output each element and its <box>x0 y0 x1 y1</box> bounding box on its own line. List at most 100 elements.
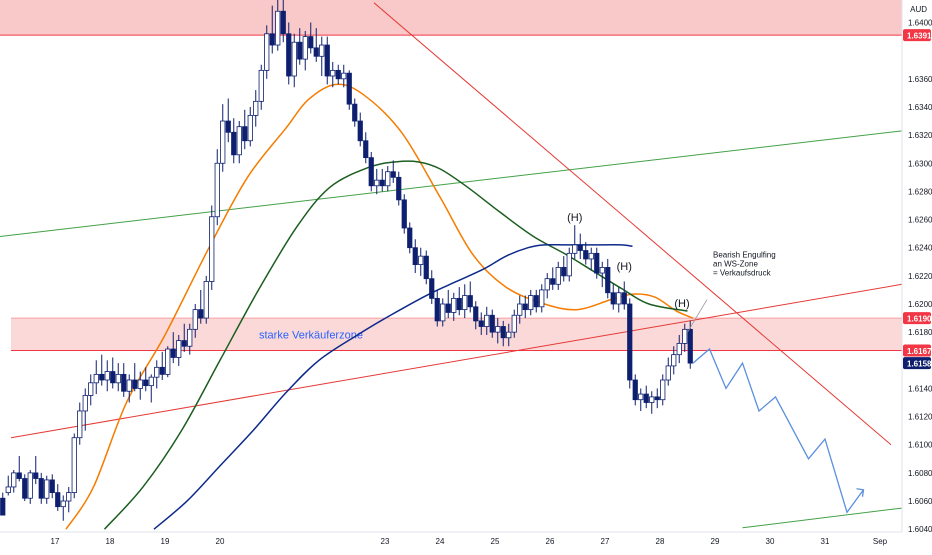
candle-body <box>539 289 545 308</box>
trendline-green-upper <box>0 130 903 237</box>
candle-body <box>500 326 506 339</box>
candle-body <box>308 36 314 49</box>
candle-body <box>533 295 539 308</box>
candle-body <box>599 267 605 274</box>
candle-body <box>489 314 495 333</box>
candle-body <box>610 292 616 305</box>
candle-body <box>566 252 572 277</box>
candle-body <box>66 492 72 502</box>
candle-body <box>324 44 330 77</box>
candle-body <box>660 379 666 401</box>
price-badge-label: 1.6391 <box>907 32 932 41</box>
candle-body <box>16 472 22 479</box>
time-tick-label: 18 <box>106 537 115 546</box>
candle-body <box>572 244 578 254</box>
candle-body <box>627 303 633 381</box>
candle-body <box>313 47 319 57</box>
forecast-layer <box>692 347 865 514</box>
candle-body <box>0 497 6 516</box>
candle-body <box>473 306 479 322</box>
candle-body <box>187 328 193 347</box>
candle-body <box>264 33 270 71</box>
currency-label: AUD <box>910 5 927 14</box>
time-tick-label: 26 <box>546 537 555 546</box>
candle-body <box>352 103 358 122</box>
candle-body <box>82 395 88 412</box>
zone-label: starke Verkäuferzone <box>259 329 363 341</box>
candle-body <box>363 140 369 159</box>
candle-body <box>319 44 325 57</box>
price-badge <box>903 344 931 357</box>
candle-body <box>104 371 110 381</box>
candle-body <box>236 126 242 156</box>
time-tick-label: 19 <box>161 537 170 546</box>
candle-body <box>440 303 446 322</box>
candle-body <box>643 393 649 403</box>
price-axis-background <box>902 0 932 550</box>
candle-body <box>71 437 77 493</box>
candle-body <box>77 410 83 439</box>
candle-body <box>242 126 248 142</box>
candle-body <box>247 115 253 142</box>
trendline-red-rising <box>10 283 903 439</box>
time-tick-label: 17 <box>51 537 60 546</box>
candle-body <box>550 278 556 285</box>
candle-body <box>258 69 264 102</box>
time-tick-label: 27 <box>601 537 610 546</box>
candle-body <box>335 69 341 80</box>
price-tick-label: 1.6200 <box>908 300 932 309</box>
price-tick-label: 1.6240 <box>908 244 932 253</box>
price-badge-label: 1.6158 <box>907 360 932 369</box>
price-badge <box>903 357 931 370</box>
price-tick-label: 1.6180 <box>908 328 932 337</box>
candle-body <box>220 120 226 164</box>
price-tick-label: 1.6040 <box>908 525 932 534</box>
candle-body <box>11 472 17 488</box>
candle-body <box>110 371 116 384</box>
price-badge-label: 1.6190 <box>907 315 932 324</box>
candle-body <box>588 252 594 260</box>
candle-body <box>357 120 363 142</box>
time-tick-label: Sep <box>873 537 888 546</box>
price-tick-label: 1.6260 <box>908 216 932 225</box>
candle-body <box>176 340 182 358</box>
time-tick-label: 23 <box>381 537 390 546</box>
candle-body <box>99 373 105 381</box>
candle-body <box>280 10 286 35</box>
candle-body <box>434 297 440 322</box>
candle-body <box>495 326 501 333</box>
candle-body <box>396 176 402 201</box>
candle-body <box>528 295 534 311</box>
candle-body <box>583 250 589 260</box>
time-tick-label: 31 <box>821 537 830 546</box>
candle-body <box>390 171 396 178</box>
price-tick-label: 1.6220 <box>908 272 932 281</box>
candle-body <box>126 379 132 392</box>
time-tick-label: 20 <box>216 537 225 546</box>
candle-body <box>275 10 281 46</box>
candle-body <box>22 478 28 499</box>
price-badge <box>903 312 931 325</box>
candle-body <box>38 478 44 499</box>
candle-body <box>115 373 121 384</box>
candle-body <box>522 303 528 311</box>
moving-average-green <box>103 160 688 530</box>
candle-body <box>506 331 512 339</box>
trendlines-layer <box>0 2 903 529</box>
candle-body <box>621 292 627 305</box>
candle-body <box>33 472 39 479</box>
candle-body <box>687 328 693 364</box>
zone-rect <box>0 0 902 36</box>
candle-body <box>209 216 215 282</box>
candle-body <box>467 295 473 308</box>
candle-body <box>418 255 424 265</box>
forecast-path <box>692 347 865 514</box>
candle-body <box>269 33 275 46</box>
candle-body <box>341 72 347 80</box>
candle-body <box>511 314 517 333</box>
zones-layer: starke Verkäuferzone <box>0 0 902 351</box>
